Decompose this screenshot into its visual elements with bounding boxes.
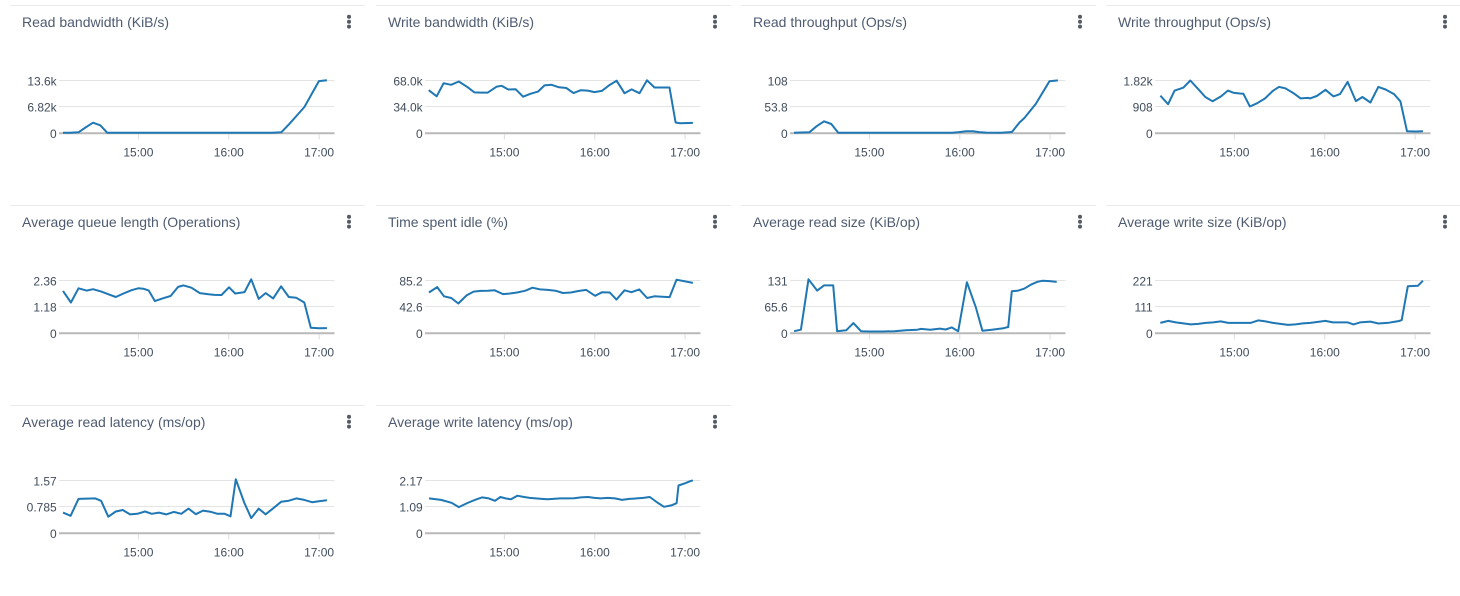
svg-text:6.82k: 6.82k bbox=[27, 100, 57, 114]
svg-text:15:00: 15:00 bbox=[123, 545, 153, 559]
svg-text:111: 111 bbox=[1134, 300, 1153, 314]
svg-text:0: 0 bbox=[50, 527, 57, 541]
svg-text:15:00: 15:00 bbox=[489, 545, 519, 559]
svg-text:0: 0 bbox=[1146, 127, 1153, 141]
svg-text:0: 0 bbox=[781, 127, 788, 141]
svg-text:17:00: 17:00 bbox=[304, 545, 334, 559]
svg-text:16:00: 16:00 bbox=[214, 545, 244, 559]
svg-text:16:00: 16:00 bbox=[1310, 345, 1340, 359]
svg-text:131: 131 bbox=[768, 274, 788, 288]
svg-text:1.09: 1.09 bbox=[399, 500, 423, 514]
svg-text:53.8: 53.8 bbox=[764, 100, 788, 114]
svg-text:17:00: 17:00 bbox=[1400, 345, 1430, 359]
svg-text:17:00: 17:00 bbox=[1400, 145, 1430, 159]
svg-text:68.0k: 68.0k bbox=[393, 74, 423, 88]
svg-text:17:00: 17:00 bbox=[1035, 345, 1065, 359]
svg-text:0.785: 0.785 bbox=[27, 500, 57, 514]
svg-text:2.36: 2.36 bbox=[33, 274, 57, 288]
svg-text:1.57: 1.57 bbox=[33, 474, 57, 488]
svg-text:13.6k: 13.6k bbox=[27, 74, 57, 88]
svg-text:0: 0 bbox=[416, 327, 423, 341]
svg-text:85.2: 85.2 bbox=[399, 274, 423, 288]
svg-text:0: 0 bbox=[50, 127, 57, 141]
svg-text:16:00: 16:00 bbox=[580, 545, 610, 559]
svg-text:0: 0 bbox=[416, 527, 423, 541]
svg-text:0: 0 bbox=[416, 127, 423, 141]
svg-text:908: 908 bbox=[1133, 100, 1153, 114]
svg-text:16:00: 16:00 bbox=[1310, 145, 1340, 159]
svg-text:17:00: 17:00 bbox=[670, 345, 700, 359]
svg-text:1.82k: 1.82k bbox=[1123, 74, 1153, 88]
svg-text:221: 221 bbox=[1133, 274, 1153, 288]
svg-text:16:00: 16:00 bbox=[214, 345, 244, 359]
svg-text:42.6: 42.6 bbox=[399, 300, 423, 314]
svg-text:16:00: 16:00 bbox=[580, 345, 610, 359]
svg-text:16:00: 16:00 bbox=[945, 345, 975, 359]
svg-text:17:00: 17:00 bbox=[304, 145, 334, 159]
svg-text:0: 0 bbox=[1146, 327, 1153, 341]
svg-text:15:00: 15:00 bbox=[489, 145, 519, 159]
svg-text:15:00: 15:00 bbox=[123, 145, 153, 159]
svg-text:65.6: 65.6 bbox=[764, 300, 788, 314]
svg-text:15:00: 15:00 bbox=[854, 345, 884, 359]
svg-text:2.17: 2.17 bbox=[399, 474, 423, 488]
svg-text:0: 0 bbox=[781, 327, 788, 341]
svg-text:17:00: 17:00 bbox=[304, 345, 334, 359]
svg-text:15:00: 15:00 bbox=[854, 145, 884, 159]
svg-text:16:00: 16:00 bbox=[580, 145, 610, 159]
svg-text:15:00: 15:00 bbox=[1219, 345, 1249, 359]
svg-text:16:00: 16:00 bbox=[945, 145, 975, 159]
svg-text:15:00: 15:00 bbox=[489, 345, 519, 359]
svg-text:0: 0 bbox=[50, 327, 57, 341]
svg-text:15:00: 15:00 bbox=[123, 345, 153, 359]
svg-text:34.0k: 34.0k bbox=[393, 100, 423, 114]
svg-text:15:00: 15:00 bbox=[1219, 145, 1249, 159]
svg-text:108: 108 bbox=[768, 74, 788, 88]
svg-text:17:00: 17:00 bbox=[670, 545, 700, 559]
svg-text:17:00: 17:00 bbox=[1035, 145, 1065, 159]
svg-text:1.18: 1.18 bbox=[33, 300, 57, 314]
svg-text:17:00: 17:00 bbox=[670, 145, 700, 159]
svg-text:16:00: 16:00 bbox=[214, 145, 244, 159]
